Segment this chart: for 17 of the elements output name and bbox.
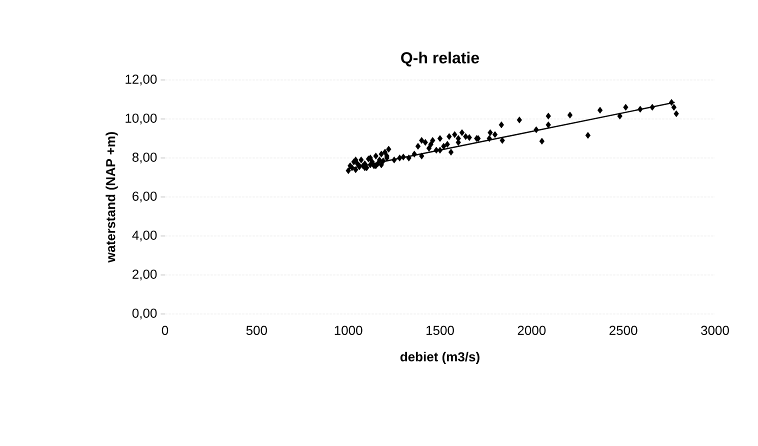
x-tick-label: 0: [162, 326, 168, 335]
y-tick-label: 12,00: [126, 74, 157, 86]
chart-title: Q-h relatie: [401, 52, 479, 66]
x-tick-label: 1500: [426, 326, 454, 335]
x-tick-label: 2500: [610, 326, 638, 335]
y-axis-title: waterstand (NAP +m): [106, 132, 118, 263]
y-tick-label: 10,00: [126, 114, 157, 124]
x-tick-label: 2000: [518, 326, 546, 335]
y-tick-label: 8,00: [132, 152, 157, 164]
x-tick-label: 1000: [334, 326, 362, 335]
y-tick-label: 2,00: [132, 270, 157, 280]
y-tick-label: 0,00: [132, 308, 157, 320]
x-tick-label: 500: [246, 326, 268, 335]
x-tick-label: 3000: [701, 326, 729, 335]
x-axis-title: debiet (m3/s): [400, 352, 480, 364]
y-tick-label: 6,00: [132, 192, 157, 202]
y-tick-label: 4,00: [132, 230, 157, 242]
